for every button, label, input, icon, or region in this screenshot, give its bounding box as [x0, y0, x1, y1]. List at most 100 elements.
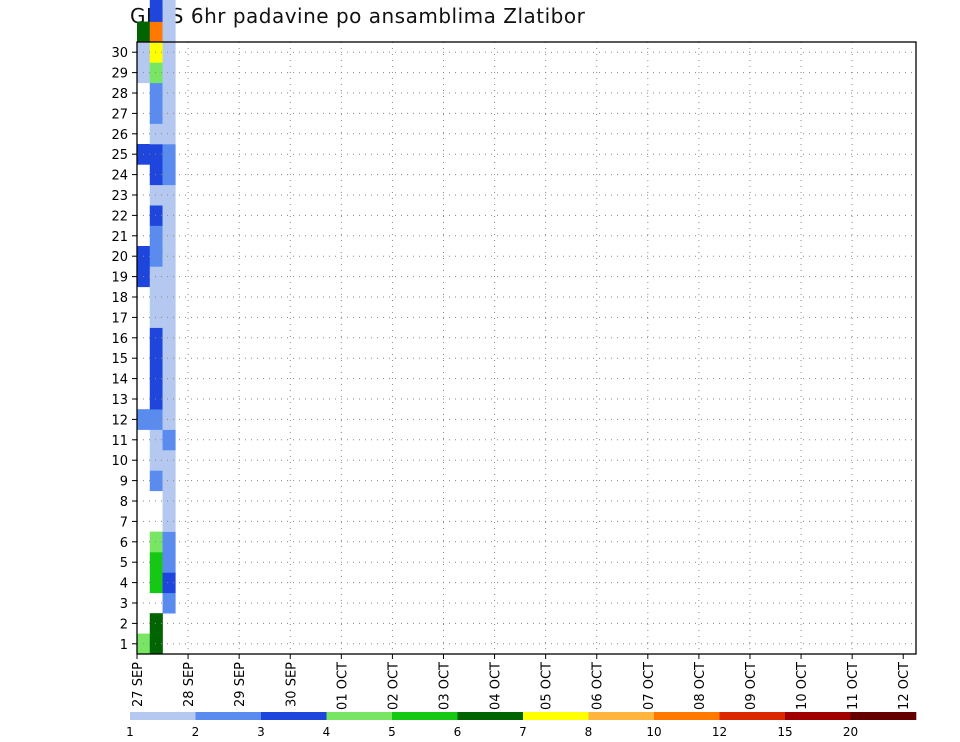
precip-cell [149, 42, 163, 63]
precip-cell [149, 266, 163, 288]
colorbar-label: 8 [585, 725, 593, 739]
precip-cell [162, 82, 176, 104]
y-tick-label: 13 [111, 393, 128, 408]
precip-cell [162, 62, 176, 84]
precip-cell [149, 552, 163, 573]
colorbar-label: 5 [388, 725, 396, 739]
colorbar-segment [326, 712, 393, 720]
precip-cell [149, 450, 163, 471]
y-tick-label: 4 [120, 577, 128, 592]
precip-cell [149, 286, 163, 308]
y-tick-label: 27 [111, 107, 128, 122]
precip-cell [149, 633, 163, 655]
colorbar-segment [850, 712, 917, 720]
precip-cell [162, 307, 176, 328]
y-tick-label: 6 [120, 536, 128, 551]
y-tick-label: 7 [120, 515, 128, 530]
precip-cell [162, 144, 176, 165]
x-tick-label: 05 OCT [540, 662, 555, 710]
y-tick-label: 9 [120, 475, 128, 490]
x-tick-label: 06 OCT [591, 662, 606, 710]
x-tick-label: 27 SEP [131, 662, 146, 707]
precip-cell [162, 552, 176, 573]
precip-cell [149, 246, 163, 267]
precip-cell [149, 164, 163, 186]
y-tick-label: 1 [120, 638, 128, 653]
precip-cell [162, 266, 176, 288]
colorbar-label: 3 [257, 725, 265, 739]
precip-cell [162, 205, 176, 226]
x-tick-label: 10 OCT [795, 662, 810, 710]
y-tick-label: 11 [111, 434, 128, 449]
colorbar-segment [261, 712, 327, 720]
precip-cell [162, 42, 176, 63]
y-tick-label: 3 [120, 597, 128, 612]
precip-cell [162, 348, 176, 369]
precip-cell [162, 103, 176, 124]
y-tick-label: 17 [111, 311, 128, 326]
precip-cell [149, 184, 163, 206]
x-tick-label: 02 OCT [386, 662, 401, 710]
precip-cell [162, 0, 176, 2]
precip-cell [149, 82, 163, 104]
y-tick-label: 25 [111, 148, 128, 163]
y-tick-label: 28 [111, 87, 128, 102]
colorbar-label: 2 [192, 725, 200, 739]
x-tick-label: 11 OCT [846, 662, 861, 710]
colorbar-segment [457, 712, 524, 720]
precip-cell [149, 613, 163, 634]
colorbar-segment [130, 712, 196, 720]
y-tick-label: 22 [111, 209, 128, 224]
precip-cell [162, 490, 176, 512]
y-tick-label: 10 [111, 454, 128, 469]
precip-cell [149, 572, 163, 594]
y-tick-label: 18 [111, 291, 128, 306]
x-tick-label: 01 OCT [335, 662, 350, 710]
precip-cell [162, 225, 176, 247]
precip-cell [162, 511, 176, 532]
precip-cell [162, 388, 176, 410]
colorbar-label: 12 [712, 725, 727, 739]
precip-cell [149, 103, 163, 124]
x-tick-label: 12 OCT [897, 662, 912, 710]
x-tick-label: 03 OCT [437, 662, 452, 710]
y-tick-label: 30 [111, 46, 128, 61]
colorbar-segment [523, 712, 589, 720]
precip-cell [162, 368, 176, 390]
colorbar-segment [195, 712, 262, 720]
x-tick-label: 09 OCT [744, 662, 759, 710]
colorbar-label: 10 [646, 725, 661, 739]
precip-cell [162, 1, 176, 22]
colorbar-label: 6 [454, 725, 462, 739]
precip-cell [149, 531, 163, 553]
y-tick-label: 2 [120, 617, 128, 632]
y-tick-label: 15 [111, 352, 128, 367]
colorbar-segment [392, 712, 458, 720]
precip-cell [149, 307, 163, 328]
y-tick-label: 21 [111, 230, 128, 245]
precip-cell [162, 572, 176, 594]
precip-cell [162, 246, 176, 267]
precip-cell [149, 409, 163, 430]
colorbar-segment [719, 712, 786, 720]
precip-cell [162, 470, 176, 492]
colorbar-segment [785, 712, 851, 720]
precip-cell [162, 531, 176, 553]
precip-cell [162, 429, 176, 451]
y-tick-label: 5 [120, 556, 128, 571]
x-tick-label: 28 SEP [182, 662, 197, 707]
precip-cell [149, 1, 163, 22]
colorbar-segment [654, 712, 720, 720]
x-tick-label: 04 OCT [489, 662, 504, 710]
y-tick-label: 14 [111, 373, 128, 388]
precip-cell [149, 123, 163, 145]
plot-frame [136, 41, 917, 655]
precip-cell [162, 21, 176, 43]
x-tick-label: 29 SEP [233, 662, 248, 707]
precip-cell [149, 205, 163, 226]
x-tick-label: 30 SEP [284, 662, 299, 707]
precip-cell [162, 123, 176, 145]
colorbar-label: 4 [323, 725, 331, 739]
precip-cell [149, 368, 163, 390]
